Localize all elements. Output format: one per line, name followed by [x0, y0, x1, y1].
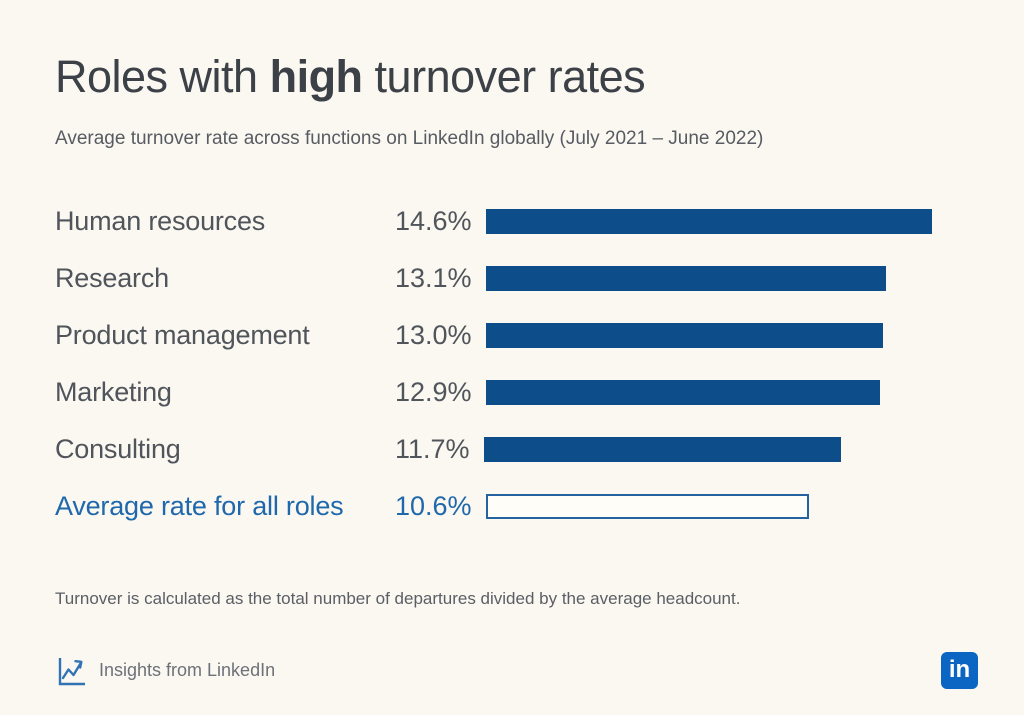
bar-track	[485, 379, 932, 405]
value-label: 11.7%	[395, 433, 470, 464]
title-prefix: Roles with	[55, 51, 270, 102]
linkedin-logo: in	[941, 652, 978, 689]
bar-track	[485, 322, 932, 348]
bar-track	[485, 265, 932, 291]
linkedin-logo-text: in	[948, 655, 971, 683]
bar-track	[485, 208, 932, 234]
chart-row: Research 13.1%	[55, 250, 978, 307]
value-label: 14.6%	[395, 205, 472, 236]
bar-track	[485, 493, 932, 519]
line-chart-icon	[58, 657, 85, 685]
value-label: 13.1%	[395, 262, 472, 293]
title-emphasis: high	[269, 51, 363, 102]
category-label: Human resources	[55, 205, 266, 236]
footer-bar: Insights from LinkedIn in	[55, 652, 978, 689]
value-label: 13.0%	[395, 319, 472, 350]
chart-subtitle: Average turnover rate across functions o…	[55, 128, 764, 149]
page-title: Roles with high turnover rates	[55, 50, 978, 104]
attribution-label: Insights from LinkedIn	[99, 660, 276, 680]
value-label: 12.9%	[395, 376, 472, 407]
bar	[485, 322, 883, 348]
bar-chart: Human resources 14.6% Research 13.1% Pro…	[55, 193, 978, 535]
value-label: 10.6%	[395, 490, 472, 521]
chart-row: Consulting 11.7%	[55, 421, 978, 478]
chart-row-average: Average rate for all roles 10.6%	[55, 478, 978, 535]
chart-row: Marketing 12.9%	[55, 364, 978, 421]
bar	[485, 379, 880, 405]
footnote: Turnover is calculated as the total numb…	[55, 588, 741, 608]
category-label: Product management	[55, 319, 310, 350]
bar	[483, 436, 841, 462]
bar-track	[483, 436, 930, 462]
title-suffix: turnover rates	[362, 51, 646, 102]
chart-row: Human resources 14.6%	[55, 193, 978, 250]
chart-row: Product management 13.0%	[55, 307, 978, 364]
bar	[485, 208, 932, 234]
attribution: Insights from LinkedIn	[55, 654, 275, 688]
bar	[485, 265, 886, 291]
bar-outlined	[485, 493, 810, 519]
category-label: Average rate for all roles	[55, 490, 344, 521]
category-label: Research	[55, 262, 169, 293]
category-label: Consulting	[55, 433, 181, 464]
category-label: Marketing	[55, 376, 172, 407]
